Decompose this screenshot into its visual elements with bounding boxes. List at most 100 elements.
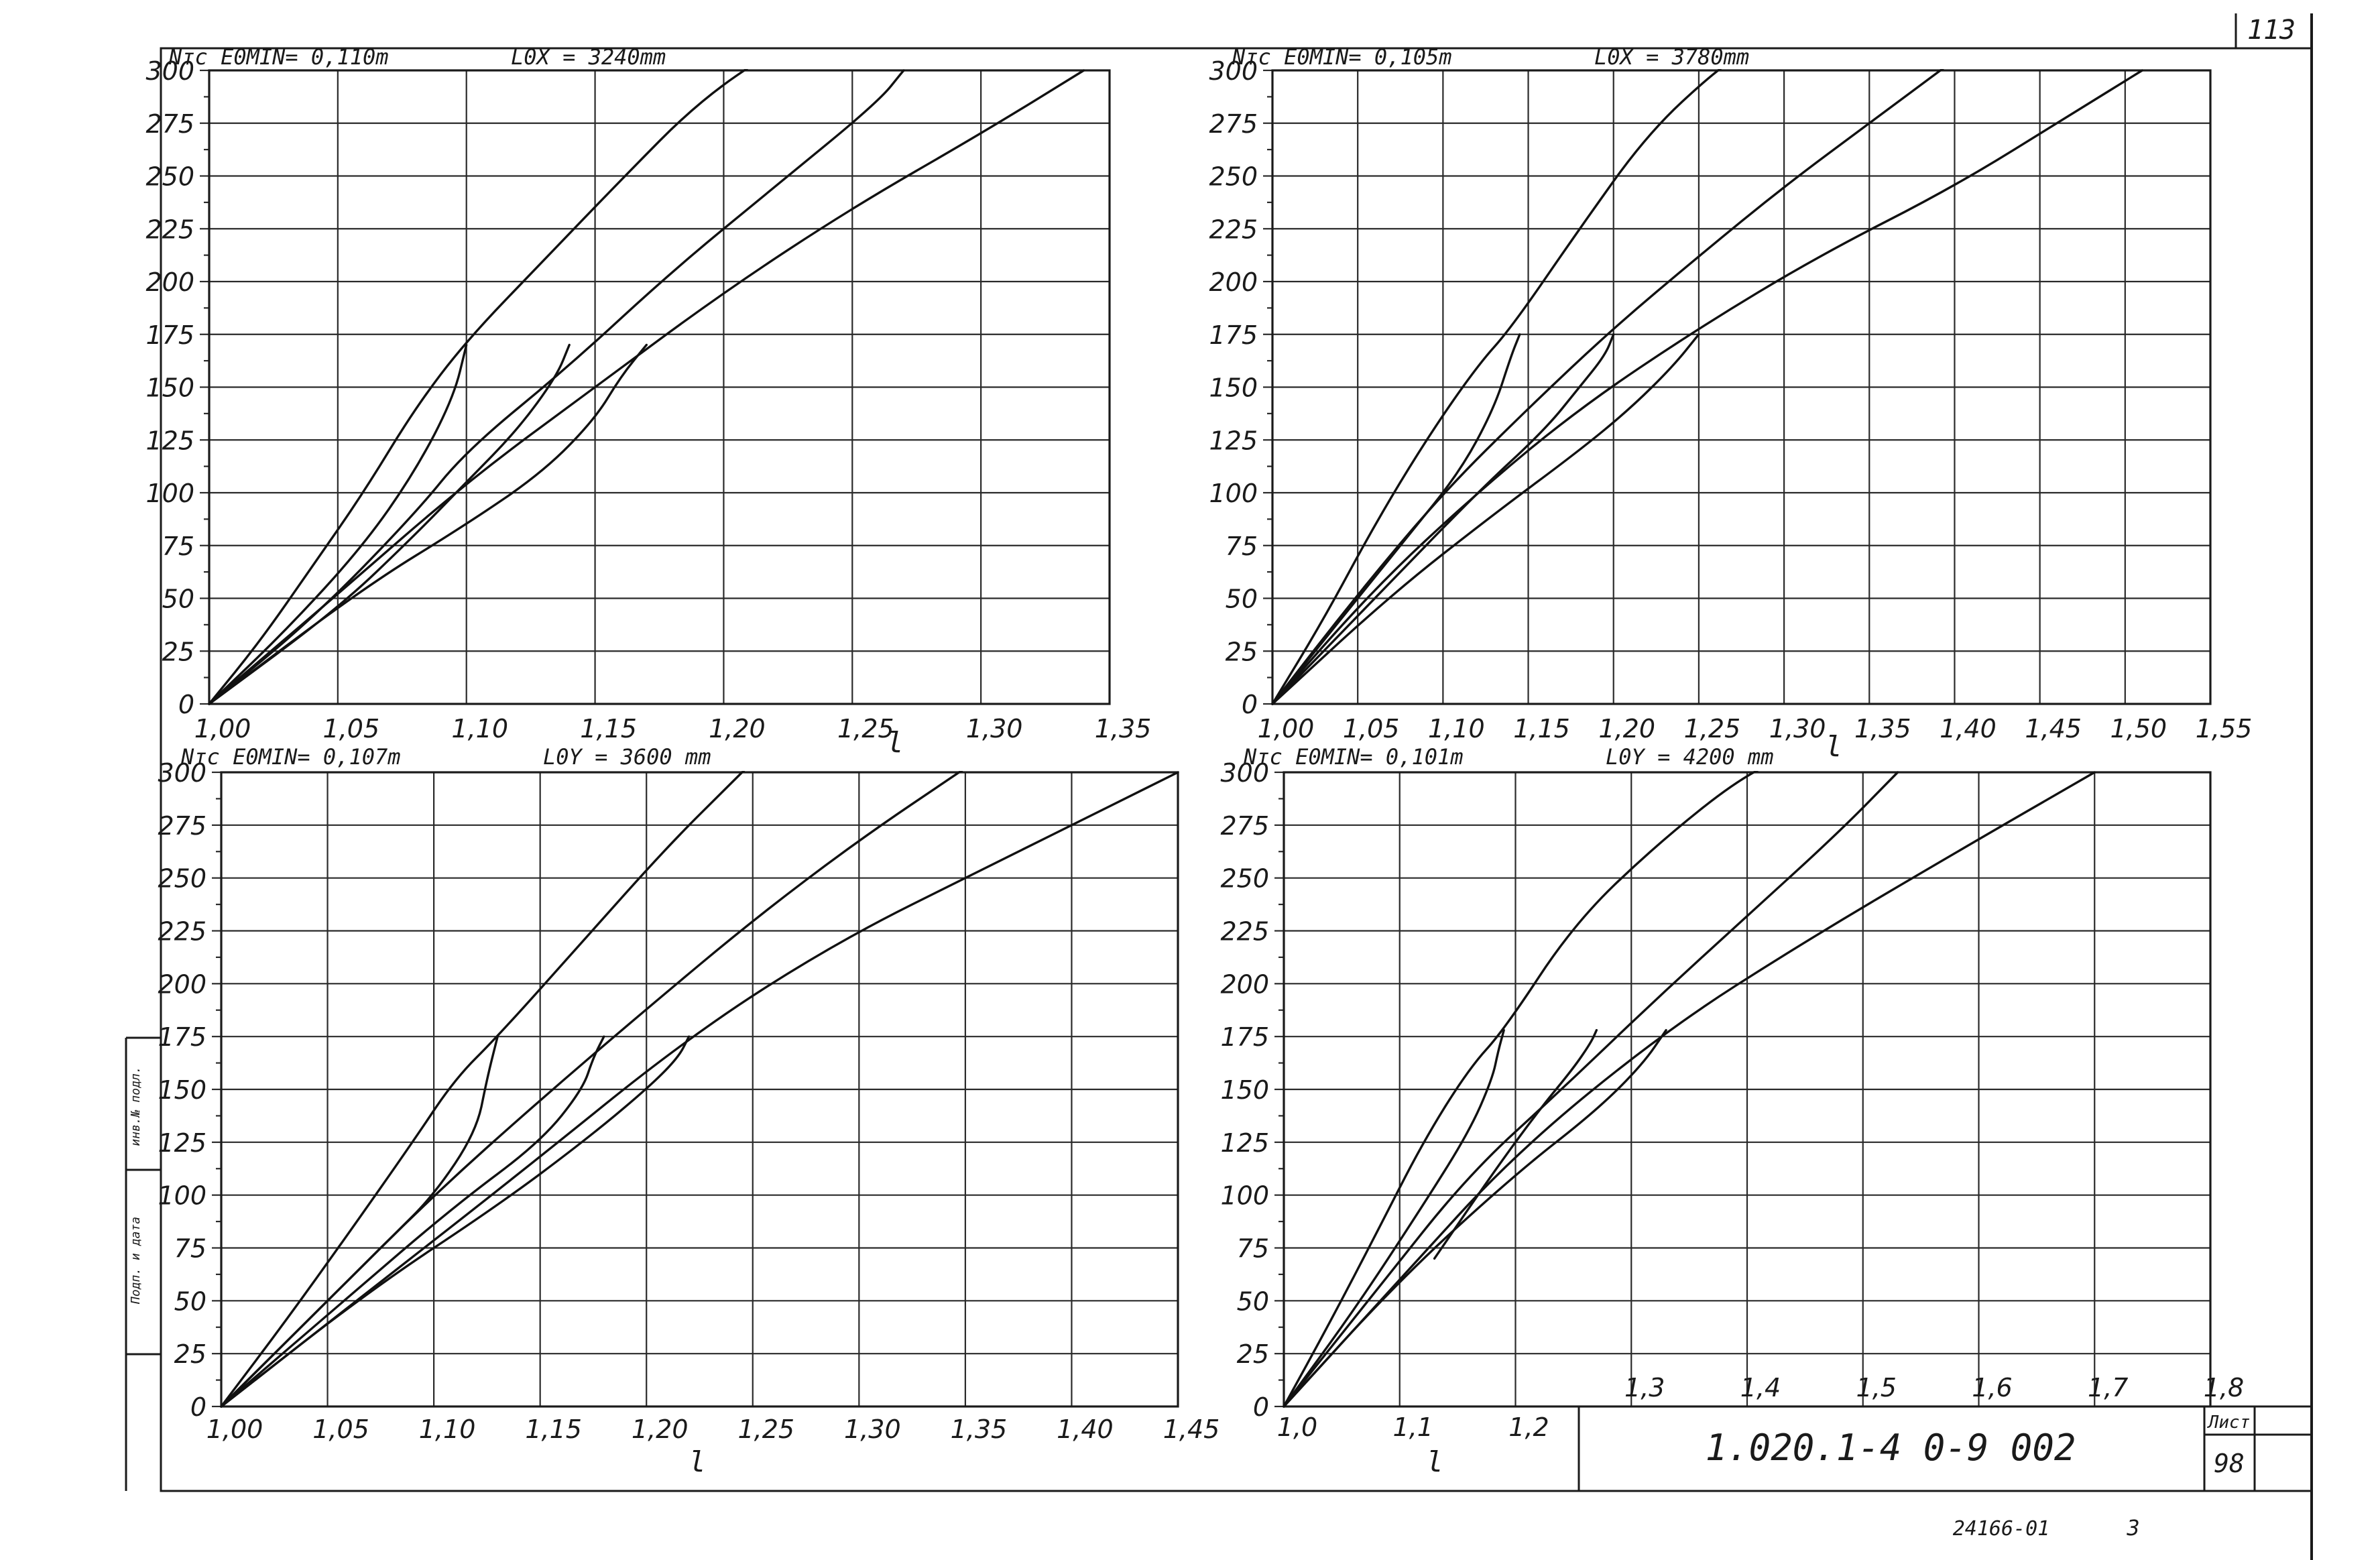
y-tick-label: 75 xyxy=(1237,1234,1269,1264)
y-tick-label: 175 xyxy=(1220,1022,1269,1052)
plot-frame xyxy=(220,771,1179,1408)
series-line-3 xyxy=(220,771,1179,1408)
x-tick-label: 1,30 xyxy=(844,1415,901,1444)
x-axis-label: l xyxy=(689,1445,705,1478)
series-line-1 xyxy=(1283,771,1759,1408)
x-tick-label: 1,05 xyxy=(323,714,380,743)
y-tick-label: 0 xyxy=(1242,690,1258,719)
y-tick-label: 0 xyxy=(190,1392,206,1422)
y-tick-label: 275 xyxy=(1209,109,1258,139)
y-tick-label: 25 xyxy=(1226,637,1258,666)
x-tick-label: 1,4 xyxy=(1740,1373,1781,1402)
series-line-5 xyxy=(208,343,571,705)
series-line-4 xyxy=(208,343,468,705)
series-line-6 xyxy=(1271,333,1700,705)
y-tick-label: 25 xyxy=(174,1339,206,1369)
y-tick-label: 75 xyxy=(1226,532,1258,561)
sheet-number: 98 xyxy=(2214,1449,2245,1478)
y-tick-label: 125 xyxy=(1209,426,1258,455)
grid xyxy=(212,771,1179,1408)
x-tick-label: 1,05 xyxy=(312,1415,369,1444)
y-tick-label: 200 xyxy=(145,267,194,297)
x-tick-label: 1,15 xyxy=(580,714,637,743)
page-number: 113 xyxy=(2247,15,2296,46)
y-tick-label: 300 xyxy=(145,56,194,86)
y-tick-label: 175 xyxy=(145,320,194,350)
x-axis-label: l xyxy=(1426,1445,1443,1478)
y-tick-label: 50 xyxy=(1226,585,1258,614)
y-tick-label: 275 xyxy=(1220,811,1269,841)
chart-header-right: L0Y = 4200 mm xyxy=(1606,744,1773,770)
x-tick-label: 1,25 xyxy=(737,1415,794,1444)
y-tick-label: 100 xyxy=(1209,479,1258,508)
drawing-code: 1.020.1-4 0-9 002 xyxy=(1706,1427,2076,1469)
chart-header-left: Nтс E0MIN= 0,107m xyxy=(180,744,401,770)
x-tick-label: 1,8 xyxy=(2204,1373,2244,1402)
series-line-5 xyxy=(1271,333,1615,705)
y-tick-label: 250 xyxy=(158,864,206,894)
y-tick-label: 75 xyxy=(174,1234,206,1264)
y-tick-label: 225 xyxy=(1220,917,1269,947)
chart-header-left: Nтс E0MIN= 0,101m xyxy=(1243,744,1464,770)
series-line-1 xyxy=(220,771,746,1408)
series-group xyxy=(1271,69,2143,705)
y-tick-label: 225 xyxy=(1209,215,1258,244)
footer-num: 3 xyxy=(2126,1515,2139,1541)
x-tick-label: 1,10 xyxy=(419,1415,476,1444)
x-tick-label: 1,45 xyxy=(1163,1415,1220,1444)
page-number-box: 113 xyxy=(2235,13,2296,48)
y-tick-label: 150 xyxy=(145,373,194,403)
x-axis-label: l xyxy=(886,726,903,759)
x-tick-label: 1,30 xyxy=(966,714,1023,743)
x-tick-label: 1,15 xyxy=(525,1415,582,1444)
y-tick-label: 50 xyxy=(174,1286,206,1316)
x-axis-label: l xyxy=(1825,730,1842,763)
series-line-4 xyxy=(1283,1029,1505,1408)
series-line-2 xyxy=(1283,771,1899,1408)
x-tick-label: 1,10 xyxy=(451,714,508,743)
x-tick-label: 1,05 xyxy=(1343,714,1400,743)
y-tick-label: 0 xyxy=(1253,1392,1269,1422)
grid xyxy=(1274,771,2212,1408)
plot-frame xyxy=(1283,771,2212,1408)
x-tick-label: 1,35 xyxy=(1095,714,1152,743)
y-tick-label: 100 xyxy=(145,479,194,508)
y-tick-label: 100 xyxy=(158,1181,206,1211)
plot-frame xyxy=(1271,69,2212,705)
x-tick-label: 1,00 xyxy=(206,1415,263,1444)
series-line-4 xyxy=(220,1035,499,1408)
chart-bottom-right: 0 25 50 75 100 125 150 175 200 225 250 275 300 1,0 1,1… xyxy=(1220,744,2244,1478)
x-tick-label: 1,25 xyxy=(837,714,894,743)
y-tick-label: 100 xyxy=(1220,1181,1269,1211)
y-tick-label: 200 xyxy=(1209,267,1258,297)
x-tick-label: 1,0 xyxy=(1277,1413,1317,1442)
y-tick-label: 75 xyxy=(162,532,194,561)
x-tick-label: 1,20 xyxy=(709,714,766,743)
series-line-2 xyxy=(1271,69,1944,705)
series-line-6 xyxy=(208,343,648,705)
x-tick-label: 1,35 xyxy=(951,1415,1008,1444)
y-tick-label: 275 xyxy=(145,109,194,139)
x-tick-label: 1,6 xyxy=(1972,1373,2012,1402)
y-tick-label: 225 xyxy=(145,215,194,244)
y-tick-label: 25 xyxy=(162,637,194,666)
y-tick-label: 125 xyxy=(1220,1128,1269,1158)
y-tick-label: 125 xyxy=(158,1128,206,1158)
y-tick-label: 150 xyxy=(1220,1075,1269,1105)
x-tick-label: 1,00 xyxy=(194,714,251,743)
series-line-1 xyxy=(208,69,749,705)
footer-code: 24166-01 xyxy=(1953,1517,2050,1541)
chart-header-right: L0X = 3780mm xyxy=(1594,44,1749,70)
series-line-6 xyxy=(220,1035,691,1408)
chart-header-right: L0Y = 3600 mm xyxy=(543,744,711,770)
x-tick-label: 1,7 xyxy=(2088,1373,2128,1402)
x-tick-label: 1,5 xyxy=(1856,1373,1897,1402)
y-tick-label: 125 xyxy=(145,426,194,455)
y-tick-label: 250 xyxy=(145,162,194,192)
y-tick-label: 0 xyxy=(178,690,194,719)
plot-frame xyxy=(208,69,1111,705)
binding-strip: инв.№ подл. Подп. и дата xyxy=(125,1036,161,1491)
side-label-bottom: Подп. и дата xyxy=(129,1217,143,1305)
chart-top-left: 0 25 50 75 100 125 150 175 200 225 250 275 300 1,00 1,… xyxy=(145,44,1151,759)
